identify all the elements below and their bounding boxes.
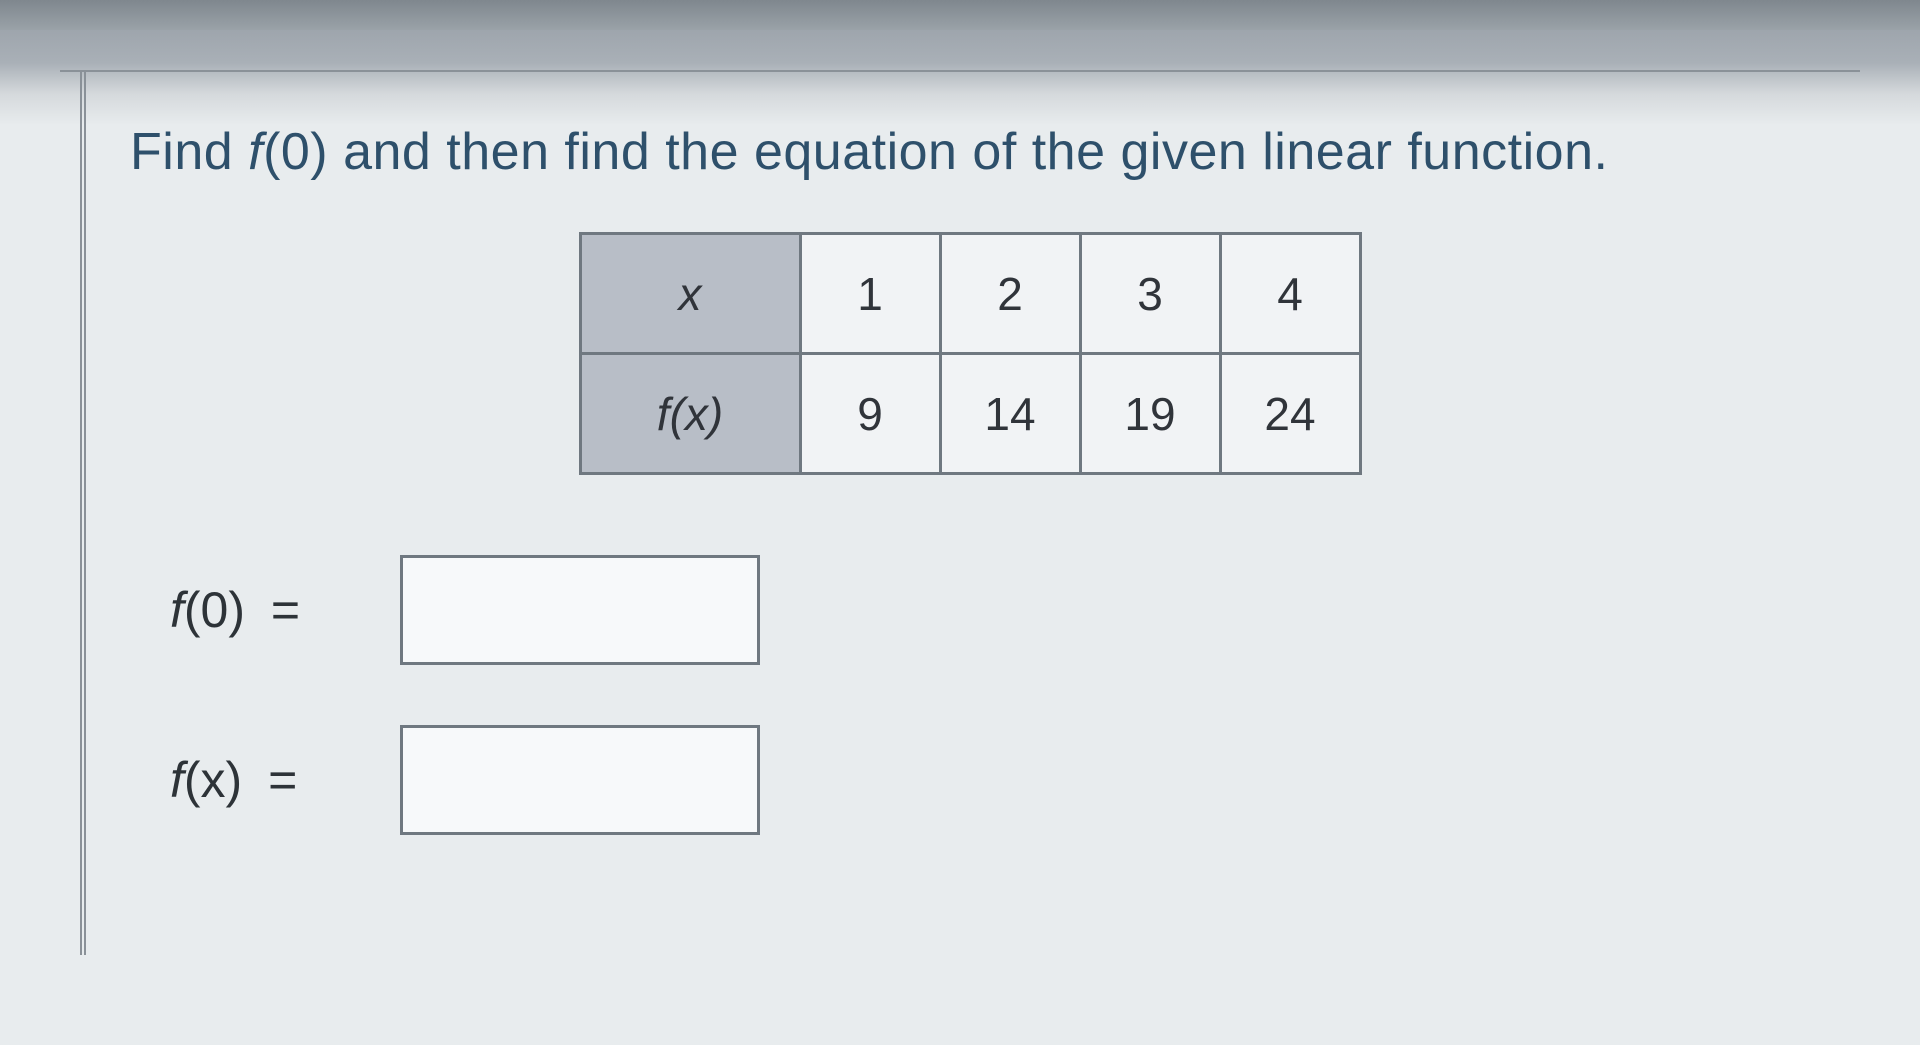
question-fn-f: f xyxy=(248,123,263,181)
top-gradient-bar xyxy=(0,0,1920,30)
fx-fn: f xyxy=(170,752,184,808)
table-cell: 14 xyxy=(940,354,1080,474)
table-wrap: x 1 2 3 4 f(x) 9 14 19 24 xyxy=(130,232,1810,475)
table-cell: 24 xyxy=(1220,354,1360,474)
answer-row-f0: f(0) = xyxy=(170,555,1810,665)
label-f0: f(0) = xyxy=(170,581,400,639)
table-header-fx: f(x) xyxy=(580,354,800,474)
fx-paren: (x) xyxy=(670,388,724,440)
table-header-x: x xyxy=(580,234,800,354)
f0-eq: = xyxy=(271,582,300,638)
question-panel: Find f(0) and then find the equation of … xyxy=(60,70,1860,955)
fx-f: f xyxy=(657,388,670,440)
table-cell: 9 xyxy=(800,354,940,474)
answer-row-fx: f(x) = xyxy=(170,725,1810,835)
table-row-fx: f(x) 9 14 19 24 xyxy=(580,354,1360,474)
table-row-x: x 1 2 3 4 xyxy=(580,234,1360,354)
table-cell: 4 xyxy=(1220,234,1360,354)
label-fx: f(x) = xyxy=(170,751,400,809)
table-cell: 1 xyxy=(800,234,940,354)
fx-eq: = xyxy=(268,752,297,808)
fx-paren: (x) xyxy=(184,752,242,808)
answers-area: f(0) = f(x) = xyxy=(170,555,1810,835)
question-prefix: Find xyxy=(130,123,248,181)
f0-fn: f xyxy=(170,582,184,638)
function-table: x 1 2 3 4 f(x) 9 14 19 24 xyxy=(579,232,1362,475)
table-cell: 19 xyxy=(1080,354,1220,474)
f0-paren: (0) xyxy=(184,582,245,638)
input-f0[interactable] xyxy=(400,555,760,665)
page: Find f(0) and then find the equation of … xyxy=(0,0,1920,1045)
question-text: Find f(0) and then find the equation of … xyxy=(130,122,1810,182)
left-margin-rule xyxy=(80,72,86,955)
table-cell: 2 xyxy=(940,234,1080,354)
table-cell: 3 xyxy=(1080,234,1220,354)
question-arg0: (0) xyxy=(263,123,328,181)
input-fx[interactable] xyxy=(400,725,760,835)
question-rest: and then find the equation of the given … xyxy=(328,123,1608,181)
